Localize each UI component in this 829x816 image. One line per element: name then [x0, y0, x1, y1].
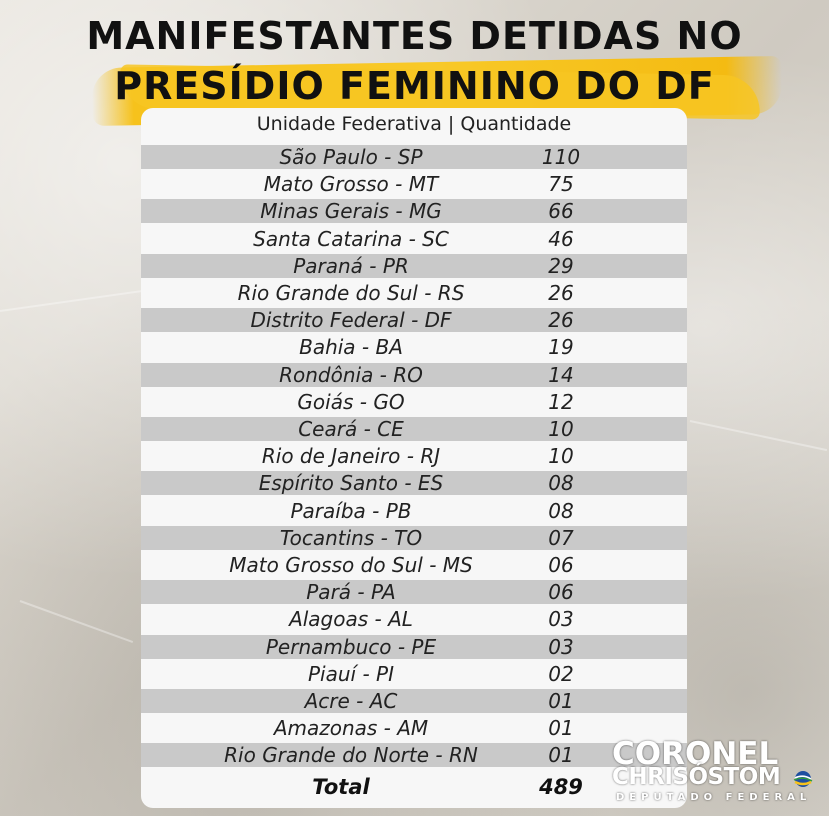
- table-header: Unidade Federativa | Quantidade: [256, 113, 572, 135]
- table-row: Distrito Federal - DF 26: [141, 308, 687, 333]
- table-row: Pernambuco - PE 03: [141, 634, 687, 659]
- paper-crease: [19, 600, 134, 643]
- table-row: Piauí - PI 02: [141, 662, 687, 686]
- state-name: Mato Grosso do Sul - MS: [229, 553, 473, 577]
- state-quantity: 46: [548, 226, 574, 251]
- state-name: Mato Grosso - MT: [263, 172, 439, 197]
- state-quantity: 03: [548, 634, 574, 659]
- brazil-flag-icon: [793, 771, 813, 787]
- state-quantity: 29: [548, 253, 574, 278]
- table-row: Rondônia - RO 14: [141, 362, 687, 387]
- state-name: Minas Gerais - MG: [260, 199, 442, 224]
- state-name: Rondônia - RO: [279, 362, 423, 387]
- state-quantity: 26: [548, 281, 574, 305]
- table-row: Goiás - GO 12: [141, 390, 687, 414]
- state-name: Bahia - BA: [299, 335, 403, 360]
- state-name: Acre - AC: [304, 689, 398, 713]
- state-name: Rio de Janeiro - RJ: [261, 444, 441, 469]
- state-quantity: 06: [548, 580, 574, 605]
- table-total-row: Total 489: [141, 772, 687, 802]
- state-quantity: 26: [548, 308, 574, 333]
- table-row: Alagoas - AL 03: [141, 607, 687, 631]
- state-name: Rio Grande do Sul - RS: [237, 281, 465, 305]
- table-row: Tocantins - TO 07: [141, 525, 687, 550]
- state-quantity: 07: [548, 525, 574, 550]
- state-name: Rio Grande do Norte - RN: [224, 743, 478, 768]
- logo-line-2: CHRISÓSTOM: [612, 764, 781, 790]
- logo-line-3: DEPUTADO FEDERAL: [616, 792, 812, 803]
- title-line-1: MANIFESTANTES DETIDAS NO: [86, 14, 743, 58]
- table-row: Mato Grosso do Sul - MS 06: [141, 553, 687, 577]
- state-quantity: 12: [548, 389, 574, 414]
- table-row: Mato Grosso - MT 75: [141, 172, 687, 196]
- state-quantity: 10: [548, 444, 574, 469]
- state-quantity: 02: [548, 661, 574, 686]
- table-row: Bahia - BA 19: [141, 335, 687, 359]
- state-name: Piauí - PI: [308, 661, 394, 686]
- state-quantity: 110: [541, 145, 581, 169]
- state-name: Santa Catarina - SC: [253, 226, 449, 251]
- table-row: Espírito Santo - ES 08: [141, 471, 687, 496]
- title-line-2: PRESÍDIO FEMININO DO DF: [114, 64, 715, 108]
- table-row: Rio Grande do Norte - RN 01: [141, 743, 687, 768]
- state-quantity: 06: [548, 553, 574, 577]
- state-quantity: 01: [548, 743, 574, 768]
- state-name: Amazonas - AM: [273, 716, 429, 741]
- state-quantity: 08: [548, 498, 574, 523]
- table-row: Paraíba - PB 08: [141, 499, 687, 523]
- total-label: Total: [312, 775, 370, 799]
- state-name: Paraíba - PB: [290, 498, 412, 523]
- state-quantity: 01: [548, 716, 574, 741]
- state-name: Tocantins - TO: [279, 525, 423, 550]
- table-row: Rio Grande do Sul - RS 26: [141, 281, 687, 305]
- state-quantity: 75: [548, 172, 574, 197]
- table-row: Rio de Janeiro - RJ 10: [141, 444, 687, 468]
- table-row: Paraná - PR 29: [141, 253, 687, 278]
- table-row: Santa Catarina - SC 46: [141, 227, 687, 251]
- state-quantity: 03: [548, 607, 574, 632]
- table-row: Ceará - CE 10: [141, 417, 687, 441]
- state-name: Distrito Federal - DF: [250, 308, 452, 333]
- total-value: 489: [539, 775, 583, 799]
- state-name: Pernambuco - PE: [265, 634, 437, 659]
- table-row: Acre - AC 01: [141, 689, 687, 713]
- state-name: Pará - PA: [306, 580, 396, 605]
- state-name: Espírito Santo - ES: [258, 471, 444, 496]
- paper-crease: [689, 420, 828, 452]
- state-quantity: 08: [548, 471, 574, 496]
- state-quantity: 66: [548, 199, 574, 224]
- logo-line-1: CORONEL: [612, 736, 779, 772]
- state-quantity: 01: [548, 689, 574, 713]
- table-row: Pará - PA 06: [141, 580, 687, 605]
- state-name: Ceará - CE: [298, 417, 404, 441]
- paper-crease: [0, 289, 149, 312]
- state-quantity: 19: [548, 335, 574, 360]
- state-quantity: 14: [548, 362, 574, 387]
- state-name: Goiás - GO: [297, 389, 405, 414]
- logo: CORONEL CHRISÓSTOM DEPUTADO FEDERAL: [612, 736, 822, 808]
- state-quantity: 10: [548, 417, 574, 441]
- table-row: Amazonas - AM 01: [141, 716, 687, 740]
- state-name: Alagoas - AL: [289, 607, 413, 632]
- table-row: São Paulo - SP 110: [141, 145, 687, 169]
- state-name: São Paulo - SP: [279, 145, 423, 169]
- table-row: Minas Gerais - MG 66: [141, 199, 687, 224]
- state-name: Paraná - PR: [293, 253, 409, 278]
